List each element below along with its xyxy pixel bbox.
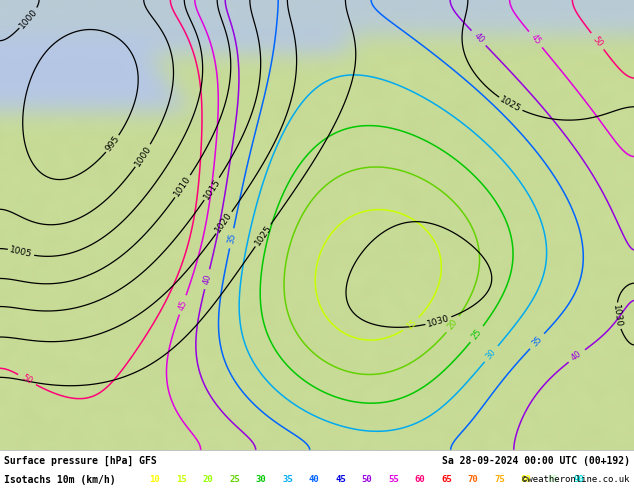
Text: 30: 30 [256,475,266,485]
Text: 1000: 1000 [18,6,39,30]
Text: 25: 25 [229,475,240,485]
Text: 35: 35 [226,232,237,245]
Text: 55: 55 [388,475,399,485]
Text: 35: 35 [530,334,544,348]
Text: 45: 45 [177,298,189,311]
Text: 60: 60 [415,475,425,485]
Text: 15: 15 [176,475,187,485]
Text: 40: 40 [309,475,320,485]
Text: ©weatheronline.co.uk: ©weatheronline.co.uk [522,475,630,485]
Text: 1030: 1030 [611,304,623,328]
Text: 75: 75 [494,475,505,485]
Text: 10: 10 [150,475,160,485]
Text: 65: 65 [441,475,452,485]
Text: 1020: 1020 [214,211,235,235]
Text: 1000: 1000 [133,144,153,168]
Text: 40: 40 [570,349,584,363]
Text: 40: 40 [202,273,213,285]
Text: 1010: 1010 [172,174,193,198]
Text: 20: 20 [446,318,460,331]
Text: 1025: 1025 [253,223,273,247]
Text: Isotachs 10m (km/h): Isotachs 10m (km/h) [4,475,115,485]
Text: 50: 50 [20,373,34,386]
Text: 90: 90 [574,475,585,485]
Text: 1030: 1030 [426,314,451,329]
Text: 45: 45 [529,32,542,47]
Text: 70: 70 [468,475,479,485]
Text: 85: 85 [547,475,558,485]
Text: 45: 45 [335,475,346,485]
Text: 80: 80 [521,475,531,485]
Text: 50: 50 [361,475,372,485]
Text: 50: 50 [591,34,604,48]
Text: 1015: 1015 [202,177,222,201]
Text: Surface pressure [hPa] GFS: Surface pressure [hPa] GFS [4,456,157,466]
Text: 30: 30 [484,347,498,361]
Text: 995: 995 [104,134,121,153]
Text: 40: 40 [472,31,486,45]
Text: 15: 15 [404,318,418,331]
Text: 25: 25 [470,327,484,341]
Text: 35: 35 [282,475,293,485]
Text: 20: 20 [203,475,214,485]
Text: Sa 28-09-2024 00:00 UTC (00+192): Sa 28-09-2024 00:00 UTC (00+192) [442,456,630,466]
Text: 1005: 1005 [9,245,33,259]
Text: 1025: 1025 [498,95,522,114]
